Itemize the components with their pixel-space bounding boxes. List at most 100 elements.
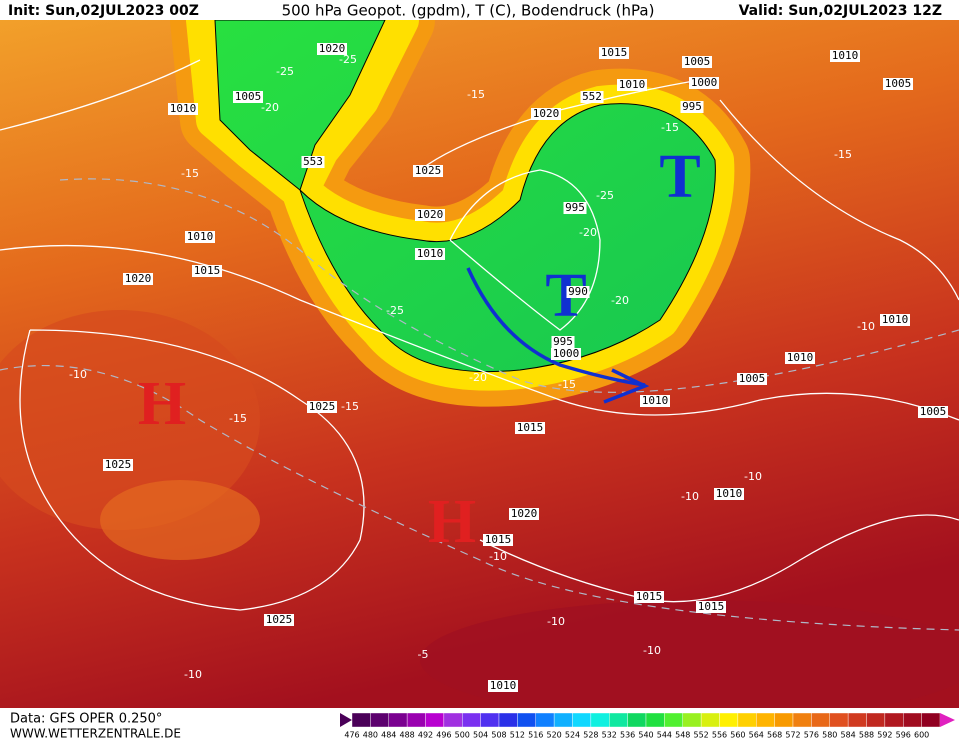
isobar-label-box [509,508,539,520]
valid-time: Valid: Sun,02JUL2023 12Z [739,3,942,19]
colorbar-label: 504 [473,731,488,740]
colorbar-label: 540 [638,731,653,740]
isobar-label-box [566,286,590,298]
isobar-label: 552 [582,90,602,103]
colorbar-swatch [480,712,500,728]
high-pressure-label: H [138,370,186,438]
colorbar-label: 528 [583,731,598,740]
isobar-label: 1020 [125,272,152,285]
isobar-label-box [488,680,518,692]
isobar-label: 1005 [920,405,947,418]
isobar-label: 1020 [533,107,560,120]
isotherm [59,178,959,393]
temperature-label: -15 [341,400,359,413]
isobar-label-box [531,108,561,120]
colorbar-label: 484 [381,731,396,740]
isobar [19,329,365,611]
map-title: 500 hPa Geopot. (gpdm), T (C), Bodendruc… [282,2,655,20]
isobar-label: 1010 [490,679,517,692]
isobar-label-box [307,401,337,413]
colorbar-label: 532 [602,731,617,740]
colorbar-label: 576 [804,731,819,740]
colorbar-swatch [388,712,408,728]
isobar-label: 1025 [415,164,442,177]
isobar-label-box [317,43,347,55]
temperature-label: -20 [611,294,629,307]
isobar-label: 1000 [553,347,580,360]
colorbar-label: 500 [455,731,470,740]
isobar-label: 1010 [787,351,814,364]
isobar-label-box [103,459,133,471]
colorbar-label: 516 [528,731,543,740]
colorbar-label: 552 [693,731,708,740]
isobar-label: 1010 [882,313,909,326]
colorbar-swatch [627,712,647,728]
isobar-label-box [680,101,704,113]
isobar-label: 1015 [698,600,725,613]
isobar-label: 1010 [170,102,197,115]
colorbar-swatch [774,712,794,728]
isobar [449,169,601,331]
isobar-label: 1015 [601,46,628,59]
isobar-label: 1015 [194,264,221,277]
temperature-label: -15 [467,88,485,101]
colorbar-label: 548 [675,731,690,740]
temperature-label: -10 [184,668,202,681]
temperature-label: -5 [418,648,429,661]
isobar-label: 1020 [417,208,444,221]
isobar-label-box [551,336,575,348]
colorbar-label: 568 [767,731,782,740]
temperature-label: -25 [386,304,404,317]
isobar-label-box [880,314,910,326]
isobar-label: 1010 [187,230,214,243]
temperature-label: -15 [181,167,199,180]
header-bar [0,0,959,20]
isobar-label-box [185,231,215,243]
colorbar-swatch [737,712,757,728]
isotherms [0,178,959,631]
isobar-label: 1020 [511,507,538,520]
isobar-label-box [264,614,294,626]
colorbar-label: 508 [491,731,506,740]
isobar-label: 1015 [485,533,512,546]
colorbar-label: 488 [399,731,414,740]
isobar-label: 1010 [417,247,444,260]
isobar-label: 995 [565,201,585,214]
isobar-label-box [551,348,581,360]
isobar-label-box [640,395,670,407]
isobar-label: 1010 [642,394,669,407]
colorbar-swatch [462,712,481,728]
colorbar-label: 560 [730,731,745,740]
isobar-label: 1025 [266,613,293,626]
isotherm [0,365,959,631]
temperature-label: -10 [489,550,507,563]
colorbar-label: 596 [896,731,911,740]
isobar-label-box [599,47,629,59]
temperature-label: -20 [579,226,597,239]
temperature-label: -25 [276,65,294,78]
temperature-label: -15 [661,121,679,134]
isobar-label: 1005 [739,372,766,385]
colorbar-swatch [553,712,573,728]
isobar-label: 1010 [619,78,646,91]
colorbar-swatch [535,712,555,728]
colorbar-label: 544 [657,731,672,740]
colorbar-end-right [940,713,955,727]
isobar [719,99,959,301]
colorbar-swatch [572,712,592,728]
isobar-label-box [192,265,222,277]
colorbar-label: 480 [363,731,378,740]
isobar [479,514,959,603]
isobars [0,59,959,611]
colorbar-swatch [903,712,922,728]
isobar [0,59,201,131]
isobar-label-box [682,56,712,68]
temperature-label: -10 [547,615,565,628]
isobar-label-box [415,248,445,260]
temperature-label: -10 [857,320,875,333]
colorbar-label: 496 [436,731,451,740]
isobar-label: 995 [553,335,573,348]
isobar-label: 1015 [636,590,663,603]
colorbar-swatch [443,712,463,728]
colorbar-swatch [590,712,610,728]
